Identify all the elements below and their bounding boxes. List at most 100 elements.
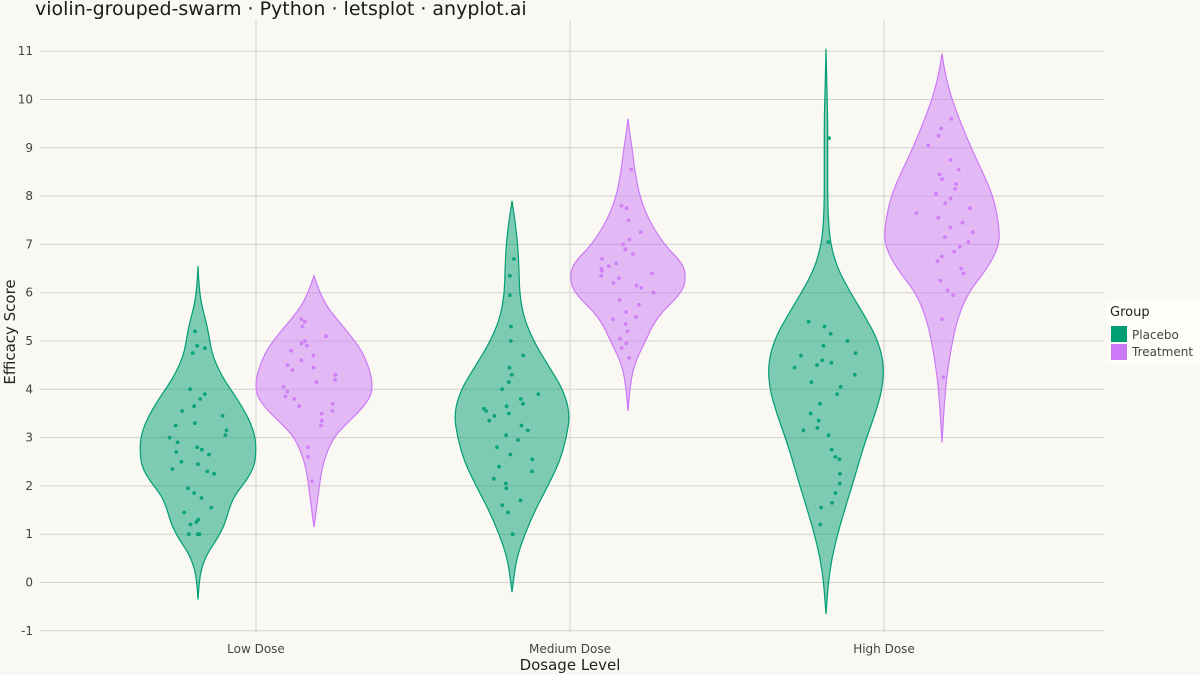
data-point-placebo [820,358,825,363]
data-point-treatment [314,380,319,384]
data-point-placebo [821,343,826,348]
y-tick-label: 9 [25,141,33,155]
x-tick-label: Low Dose [227,642,285,656]
data-point-placebo [203,346,207,351]
data-point-treatment [330,401,335,406]
data-point-placebo [801,428,806,433]
data-point-placebo [830,500,834,505]
data-point-placebo [508,293,512,297]
violin-placebo-medium-dose [454,200,570,593]
data-point-treatment [311,365,316,370]
data-point-placebo [530,469,534,474]
legend-title: Group [1110,305,1150,320]
data-point-placebo [504,433,508,438]
data-point-treatment [961,271,966,276]
data-point-treatment [938,278,943,283]
data-point-placebo [170,467,175,471]
data-point-treatment [951,293,956,297]
data-point-placebo [506,411,511,416]
data-point-treatment [939,126,944,131]
data-point-placebo [484,409,489,413]
data-point-treatment [302,319,307,324]
data-point-treatment [934,191,938,196]
data-point-treatment [914,211,919,215]
violin-placebo-high-dose [768,48,884,614]
data-point-placebo [835,392,840,396]
data-point-placebo [792,365,797,370]
data-point-placebo [508,452,513,457]
violin-treatment-medium-dose [570,118,686,412]
data-point-placebo [506,380,511,384]
data-point-placebo [220,414,225,418]
data-point-placebo [516,438,520,442]
data-point-placebo [838,385,843,389]
data-point-treatment [936,133,941,138]
legend: Group Placebo Treatment [1106,300,1200,364]
data-point-placebo [521,353,526,358]
data-point-placebo [173,423,178,428]
data-point-placebo [500,503,505,508]
data-point-placebo [224,428,229,433]
data-point-placebo [506,510,510,515]
data-point-placebo [495,445,499,450]
data-point-placebo [186,532,191,537]
y-tick-label: 3 [25,431,33,445]
data-point-treatment [629,167,634,172]
data-point-treatment [940,177,944,182]
data-point-placebo [853,351,858,355]
data-point-placebo [509,324,513,329]
data-point-placebo [818,522,823,527]
data-point-treatment [926,143,931,148]
data-point-placebo [837,481,842,486]
data-point-placebo [518,397,523,401]
data-point-treatment [953,187,958,191]
data-point-placebo [195,343,200,348]
data-point-treatment [623,322,628,326]
data-point-treatment [935,259,940,264]
x-tick-label: High Dose [853,642,915,656]
data-point-placebo [167,435,172,440]
violin-treatment-low-dose [255,273,373,528]
data-point-placebo [193,329,197,334]
data-point-placebo [512,257,516,261]
data-point-placebo [487,418,492,423]
data-point-placebo [481,406,486,411]
data-point-treatment [285,389,290,394]
chart-title: violin-grouped-swarm · Python · letsplot… [35,0,527,20]
data-point-treatment [650,271,654,276]
data-point-placebo [536,392,541,396]
data-point-placebo [833,491,838,495]
data-point-treatment [285,363,290,367]
data-point-treatment [333,372,338,377]
data-point-treatment [618,336,622,341]
data-point-treatment [617,298,622,302]
data-point-treatment [299,317,304,322]
data-point-treatment [614,261,618,266]
data-point-placebo [819,505,823,510]
data-point-placebo [518,498,523,503]
data-point-treatment [311,353,316,358]
data-point-treatment [941,375,946,380]
data-point-treatment [625,329,630,334]
data-point-placebo [816,418,821,423]
data-point-placebo [509,372,514,377]
data-point-treatment [970,230,975,235]
data-point-treatment [634,315,639,319]
data-point-placebo [504,486,509,491]
data-point-placebo [196,517,201,522]
data-point-treatment [319,423,323,428]
legend-label-treatment: Treatment [1131,345,1193,359]
axis-layer: -1 0 1 2 3 4 5 6 7 8 9 10 11 Low Dose Medium Dose High … [18,44,915,656]
data-point-placebo [525,428,530,433]
data-point-treatment [937,172,942,177]
data-point-placebo [530,457,535,462]
data-point-placebo [519,423,524,428]
data-point-placebo [197,532,202,537]
data-point-placebo [209,505,214,510]
data-point-treatment [639,286,644,290]
data-point-placebo [852,372,857,377]
data-point-placebo [815,363,819,367]
y-tick-label: 2 [25,479,33,493]
data-point-treatment [624,206,629,211]
